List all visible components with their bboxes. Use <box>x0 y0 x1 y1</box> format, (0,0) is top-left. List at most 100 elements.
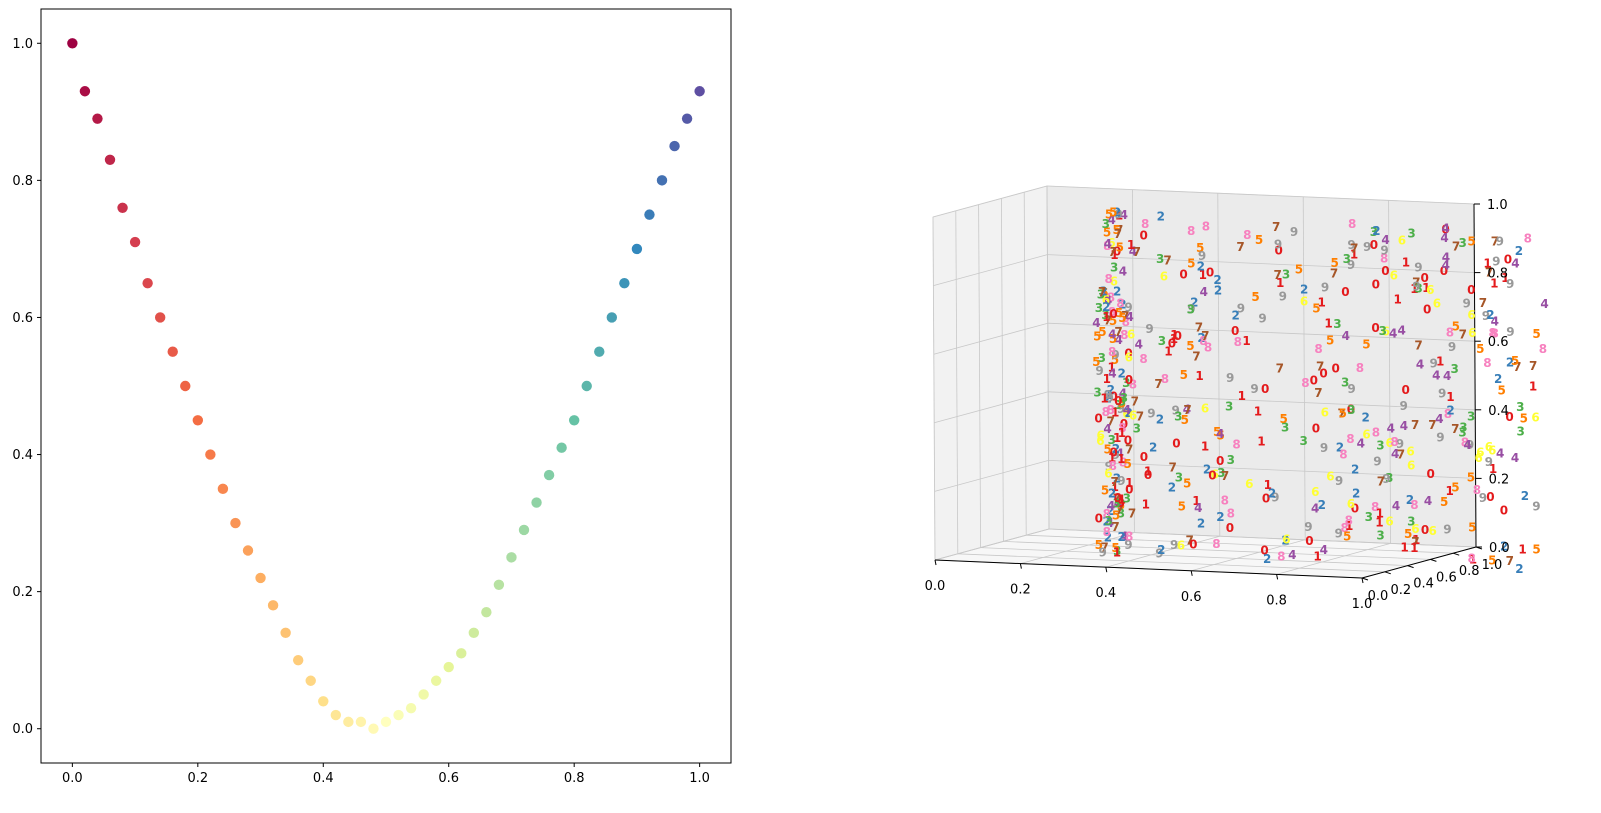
z-tick-label: 0.0 <box>1489 541 1510 556</box>
scatter-2d-point <box>694 86 705 97</box>
scatter-2d-point <box>117 202 128 213</box>
digit-marker: 5 <box>1109 332 1117 346</box>
scatter-2d-point <box>280 627 291 638</box>
digit-marker: 9 <box>1198 249 1206 263</box>
digit-marker: 3 <box>1118 394 1126 408</box>
digit-marker: 9 <box>1124 300 1132 314</box>
digit-marker: 7 <box>1136 409 1144 423</box>
digit-marker: 9 <box>1363 240 1371 254</box>
digit-marker: 5 <box>1467 235 1475 249</box>
digit-marker: 8 <box>1221 494 1229 508</box>
digit-marker: 1 <box>1108 360 1116 374</box>
digit-marker: 0 <box>1504 253 1512 267</box>
digit-marker: 0 <box>1305 534 1313 548</box>
scatter-2d-point <box>481 607 492 618</box>
grid-line <box>1217 193 1221 537</box>
y-tick-label: 1.0 <box>1482 558 1503 573</box>
x-tick-mark <box>1276 574 1279 580</box>
scatter-2d-point <box>292 654 304 666</box>
digit-marker: 5 <box>1404 527 1412 541</box>
axis-line <box>934 559 1363 579</box>
digit-marker: 3 <box>1379 324 1387 338</box>
digit-marker: 0 <box>1179 268 1187 282</box>
digit-marker: 8 <box>1410 498 1418 512</box>
digit-marker: 8 <box>1139 352 1147 366</box>
digit-marker: 7 <box>1314 386 1322 400</box>
digit-marker: 4 <box>1200 285 1208 299</box>
digit-marker: 6 <box>1347 497 1355 511</box>
digit-marker: 2 <box>1486 308 1494 322</box>
digit-marker: 8 <box>1119 455 1127 469</box>
digit-marker: 3 <box>1120 391 1128 405</box>
digit-marker: 6 <box>1211 467 1219 481</box>
grid-line <box>1047 322 1475 342</box>
scatter-2d-point <box>242 545 254 556</box>
scatter-2d-point <box>305 675 316 686</box>
digit-marker: 5 <box>1095 538 1103 552</box>
digit-marker: 9 <box>1321 280 1329 294</box>
digit-marker: 5 <box>1116 240 1124 254</box>
digit-marker: 0 <box>1144 468 1152 482</box>
digit-marker: 3 <box>1458 236 1466 250</box>
digit-marker: 5 <box>1532 327 1540 341</box>
digit-marker: 8 <box>1539 342 1547 356</box>
digit-marker: 5 <box>1520 412 1528 426</box>
digit-marker: 7 <box>1115 503 1123 517</box>
digit-marker: 6 <box>1102 293 1110 307</box>
digit-marker: 7 <box>1098 285 1106 299</box>
scatter-2d-point <box>104 154 116 165</box>
digit-marker: 3 <box>1370 225 1378 239</box>
digit-marker: 9 <box>1382 472 1390 486</box>
digit-marker: 8 <box>1390 435 1398 449</box>
digit-marker: 0 <box>1312 421 1320 435</box>
x-tick-label: 0.2 <box>1010 583 1031 598</box>
digit-marker: 1 <box>1117 452 1125 466</box>
digit-marker: 7 <box>1272 220 1280 234</box>
digit-marker: 1 <box>1276 276 1284 290</box>
z-tick-label: 0.2 <box>1489 472 1510 487</box>
y-tick-label: 1.0 <box>12 37 33 52</box>
digit-marker: 8 <box>1348 217 1356 231</box>
digit-marker: 2 <box>1190 295 1198 309</box>
digit-marker: 4 <box>1120 530 1128 544</box>
digit-marker: 3 <box>1174 409 1182 423</box>
digit-marker: 4 <box>1442 250 1450 264</box>
digit-marker: 2 <box>1157 209 1165 223</box>
digit-marker: 3 <box>1281 421 1289 435</box>
digit-marker: 3 <box>1347 403 1355 417</box>
digit-marker: 5 <box>1451 480 1459 494</box>
digit-marker: 3 <box>1467 409 1475 423</box>
digit-marker: 2 <box>1102 300 1110 314</box>
digit-marker: 3 <box>1113 544 1121 558</box>
grid-line <box>933 254 1048 286</box>
scatter-2d-point <box>556 442 567 453</box>
digit-marker: 2 <box>1352 487 1360 501</box>
digit-marker: 1 <box>1257 435 1265 449</box>
digit-marker: 3 <box>1282 267 1290 281</box>
digit-marker: 0 <box>1421 523 1429 537</box>
scatter-2d-point <box>468 627 480 638</box>
digit-marker: 4 <box>1311 502 1319 516</box>
scatter-3d-panes <box>932 185 1477 579</box>
digit-marker: 6 <box>1382 325 1390 339</box>
digit-marker: 4 <box>1129 245 1137 259</box>
y-tick-mark <box>1361 577 1369 581</box>
digit-marker: 2 <box>1203 462 1211 476</box>
digit-marker: 4 <box>1108 213 1116 227</box>
scatter-2d-point <box>79 86 91 97</box>
digit-marker: 5 <box>1112 509 1120 523</box>
digit-marker: 1 <box>1422 281 1430 295</box>
y-tick-mark <box>1453 552 1460 556</box>
digit-marker: 2 <box>1117 366 1125 380</box>
digit-marker: 9 <box>1155 546 1163 560</box>
digit-marker: 3 <box>1299 434 1307 448</box>
x-tick-label: 1.0 <box>1352 597 1373 612</box>
digit-marker: 2 <box>1268 486 1276 500</box>
digit-marker: 4 <box>1288 548 1296 562</box>
digit-marker: 6 <box>1488 444 1496 458</box>
digit-marker: 6 <box>1411 522 1419 536</box>
digit-marker: 4 <box>1441 222 1449 236</box>
grid-line <box>932 185 1048 218</box>
digit-marker: 5 <box>1178 500 1186 514</box>
digit-marker: 9 <box>1115 207 1123 221</box>
